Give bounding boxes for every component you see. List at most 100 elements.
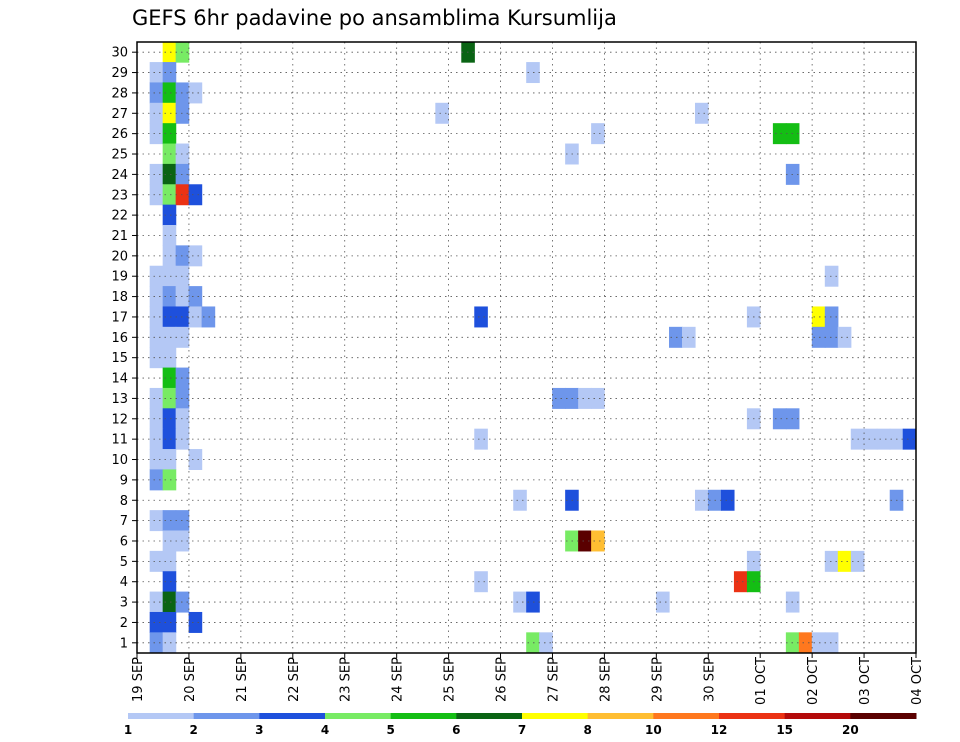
heatmap-cell xyxy=(149,184,164,206)
y-tick-label: 5 xyxy=(120,555,128,570)
heatmap-cell xyxy=(837,326,852,348)
x-tick-label: 26 SEP xyxy=(495,657,510,702)
x-tick-label: 30 SEP xyxy=(702,657,717,702)
y-tick-label: 16 xyxy=(111,331,128,346)
colorbar-swatch xyxy=(325,713,392,719)
colorbar-swatch xyxy=(259,713,326,719)
heatmap-cell xyxy=(162,163,177,185)
chart-title: GEFS 6hr padavine po ansamblima Kursumli… xyxy=(132,6,617,30)
heatmap-cell xyxy=(824,632,839,654)
y-tick-label: 30 xyxy=(111,46,128,61)
heatmap-cell xyxy=(188,184,203,206)
heatmap-cell xyxy=(149,306,164,328)
heatmap-cell xyxy=(591,123,605,145)
y-tick-label: 3 xyxy=(120,596,128,611)
x-axis: 19 SEP 20 SEP 21 SEP 22 SEP 23 SEP 24 SEP 25 S… xyxy=(131,653,925,705)
y-tick-label: 15 xyxy=(111,351,128,366)
heatmap-cell xyxy=(149,428,164,450)
y-tick-label: 25 xyxy=(111,148,128,163)
colorbar-swatch xyxy=(193,713,260,719)
y-tick-label: 4 xyxy=(120,575,128,590)
heatmap-cell xyxy=(162,204,177,226)
heatmap-cell xyxy=(162,306,177,328)
plot-frame xyxy=(136,41,917,654)
heatmap-cell xyxy=(863,428,878,450)
heatmap-cell xyxy=(824,306,839,328)
heatmap-cell xyxy=(474,428,488,450)
x-tick-label: 28 SEP xyxy=(598,657,613,702)
heatmap-cell xyxy=(513,489,527,511)
y-tick-label: 1 xyxy=(120,636,128,651)
heatmap-cell xyxy=(149,550,164,572)
heatmap-cell xyxy=(798,632,813,654)
heatmap-cell xyxy=(188,82,203,104)
heatmap-cell xyxy=(162,82,177,104)
heatmap-cell xyxy=(162,632,177,654)
y-tick-label: 28 xyxy=(111,86,128,101)
heatmap-cell xyxy=(162,428,177,450)
heatmap-cell xyxy=(188,611,203,633)
heatmap-cell xyxy=(772,123,787,145)
heatmap-cell xyxy=(474,306,488,328)
colorbar-label: 4 xyxy=(321,723,329,737)
x-tick-label: 21 SEP xyxy=(235,657,250,702)
heatmap-cell xyxy=(526,591,540,613)
heatmap-cell xyxy=(772,408,787,430)
heatmap-cell xyxy=(149,611,164,633)
y-tick-label: 29 xyxy=(111,66,128,81)
heatmap-cell xyxy=(162,367,177,389)
x-tick-label: 24 SEP xyxy=(391,657,406,702)
colorbar-label: 8 xyxy=(583,723,591,737)
cells-layer xyxy=(149,41,917,654)
colorbar-label: 20 xyxy=(842,723,859,737)
colorbar-label: 12 xyxy=(711,723,728,737)
y-tick-label: 11 xyxy=(111,433,128,448)
heatmap-cell xyxy=(149,510,164,532)
heatmap-cell xyxy=(149,347,164,369)
heatmap-cell xyxy=(162,611,177,633)
heatmap-cell xyxy=(162,62,177,84)
colorbar-label: 5 xyxy=(386,723,394,737)
x-tick-label: 04 OCT xyxy=(910,657,925,705)
heatmap-cell xyxy=(162,530,177,552)
y-axis: 1234567891011121314151617181920212223242… xyxy=(111,46,137,651)
colorbar-swatch xyxy=(653,713,720,719)
x-tick-label: 19 SEP xyxy=(131,657,146,702)
y-tick-label: 26 xyxy=(111,127,128,142)
x-tick-label: 29 SEP xyxy=(650,657,665,702)
colorbar-label: 10 xyxy=(645,723,662,737)
y-tick-label: 2 xyxy=(120,616,128,631)
colorbar-swatch xyxy=(456,713,523,719)
colorbar-label: 6 xyxy=(452,723,460,737)
y-tick-label: 23 xyxy=(111,188,128,203)
heatmap-cell xyxy=(188,245,203,267)
heatmap-cell xyxy=(162,571,177,593)
colorbar-swatch xyxy=(128,713,195,719)
heatmap-cell xyxy=(162,286,177,308)
heatmap-cell xyxy=(578,530,592,552)
heatmap-cell xyxy=(837,550,852,572)
heatmap-cell xyxy=(162,102,177,124)
y-tick-label: 27 xyxy=(111,107,128,122)
colorbar-swatch xyxy=(587,713,654,719)
heatmap-cell xyxy=(669,326,683,348)
heatmap-cell xyxy=(162,143,177,165)
heatmap-cell xyxy=(876,428,891,450)
y-tick-label: 21 xyxy=(111,229,128,244)
colorbar-swatch xyxy=(522,713,589,719)
heatmap-cell xyxy=(149,265,164,287)
grid-layer xyxy=(137,42,916,653)
heatmap-cell xyxy=(149,82,164,104)
heatmap-cell xyxy=(162,184,177,206)
heatmap-cell xyxy=(435,102,449,124)
heatmap-cell xyxy=(162,347,177,369)
heatmap-cell xyxy=(591,530,605,552)
y-tick-label: 17 xyxy=(111,310,128,325)
colorbar-swatch xyxy=(850,713,917,719)
heatmap-cell xyxy=(149,163,164,185)
colorbar-label: 3 xyxy=(255,723,263,737)
heatmap-cell xyxy=(591,387,605,409)
heatmap-cell xyxy=(811,632,826,654)
heatmap-cell xyxy=(694,102,709,124)
